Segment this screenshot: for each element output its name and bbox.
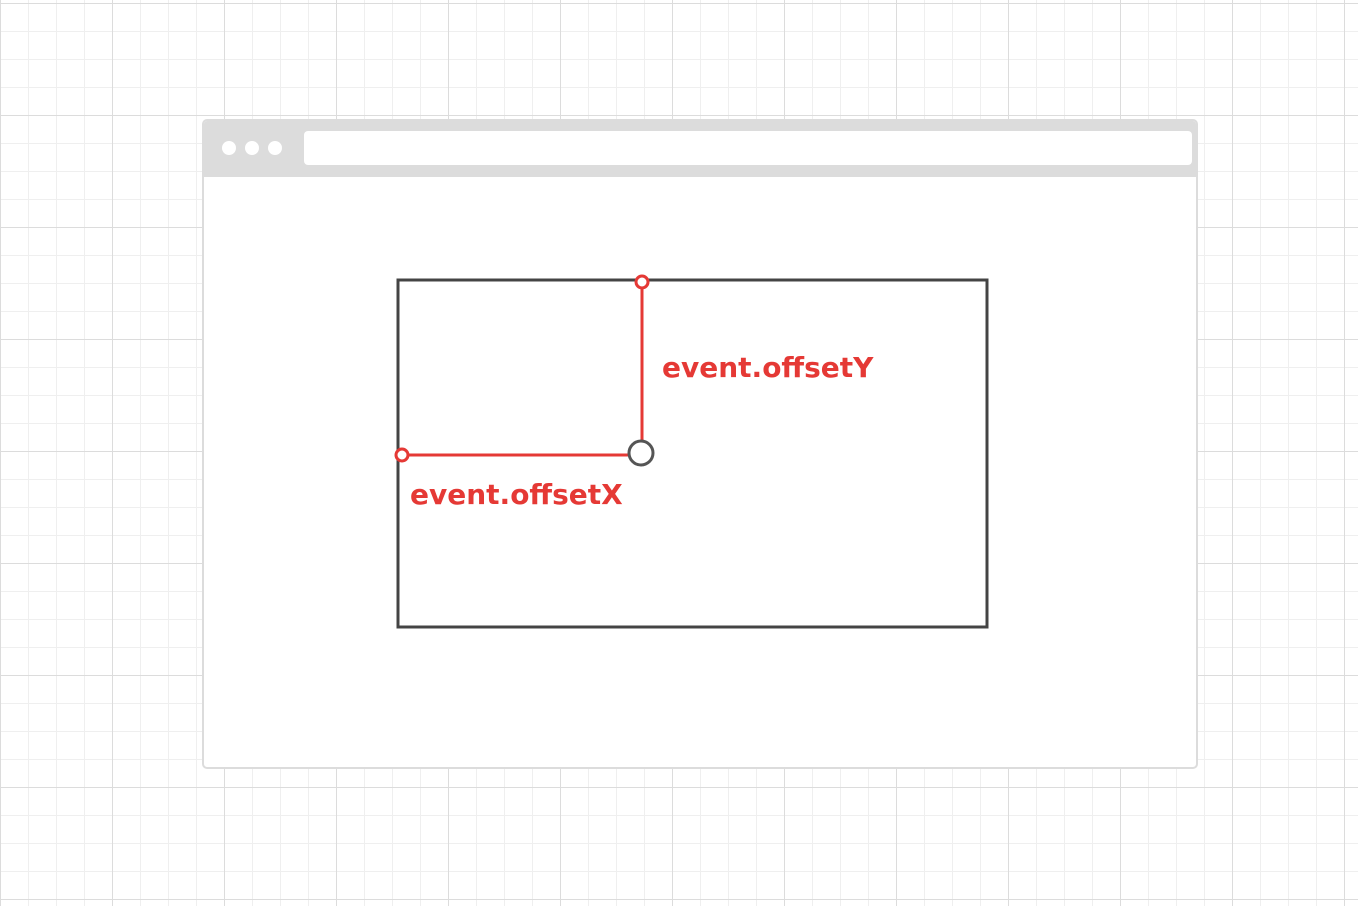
offset-y-label: event.offsetY — [662, 351, 874, 384]
browser-window — [202, 119, 1198, 769]
browser-title-bar — [204, 121, 1196, 177]
window-control-dot-icon — [222, 141, 236, 155]
top-edge-marker-icon — [634, 274, 650, 290]
window-control-dot-icon — [245, 141, 259, 155]
offset-x-label: event.offsetX — [410, 478, 623, 511]
window-control-dot-icon — [268, 141, 282, 155]
left-edge-marker-icon — [394, 447, 410, 463]
pointer-position-icon — [627, 439, 655, 467]
address-bar — [304, 131, 1192, 165]
